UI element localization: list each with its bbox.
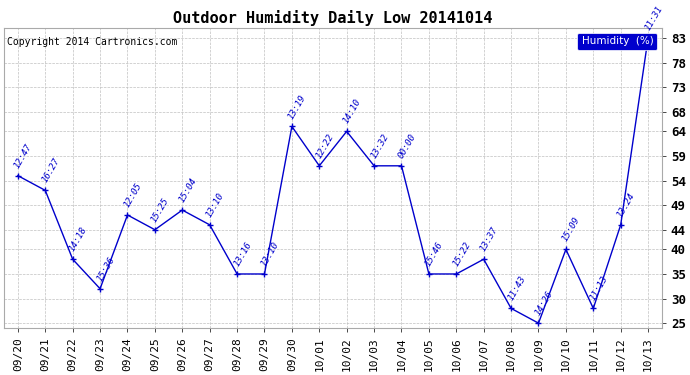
Text: 12:47: 12:47 <box>13 142 34 170</box>
Text: 13:37: 13:37 <box>479 225 500 254</box>
Text: 15:22: 15:22 <box>451 240 473 268</box>
Text: 14:26: 14:26 <box>533 290 555 317</box>
Text: 15:04: 15:04 <box>177 176 199 204</box>
Text: 13:19: 13:19 <box>287 93 308 121</box>
Text: 11:31: 11:31 <box>643 4 664 32</box>
Text: 14:10: 14:10 <box>342 98 363 126</box>
Text: 14:18: 14:18 <box>68 225 89 254</box>
Text: 12:22: 12:22 <box>314 132 335 160</box>
Text: 00:00: 00:00 <box>397 132 417 160</box>
Text: 11:13: 11:13 <box>589 275 609 303</box>
Title: Outdoor Humidity Daily Low 20141014: Outdoor Humidity Daily Low 20141014 <box>173 10 493 26</box>
Text: 15:09: 15:09 <box>561 216 582 243</box>
Text: 15:46: 15:46 <box>424 240 445 268</box>
Text: 13:10: 13:10 <box>205 191 226 219</box>
Text: Copyright 2014 Cartronics.com: Copyright 2014 Cartronics.com <box>8 37 178 47</box>
Legend: Humidity  (%): Humidity (%) <box>577 33 657 50</box>
Text: 11:43: 11:43 <box>506 275 527 303</box>
Text: 13:24: 13:24 <box>615 191 637 219</box>
Text: 16:27: 16:27 <box>40 157 61 184</box>
Text: 13:10: 13:10 <box>259 240 281 268</box>
Text: 13:16: 13:16 <box>232 240 253 268</box>
Text: 15:25: 15:25 <box>150 196 171 224</box>
Text: 15:36: 15:36 <box>95 255 116 283</box>
Text: 12:05: 12:05 <box>122 181 144 209</box>
Text: 13:32: 13:32 <box>369 132 391 160</box>
